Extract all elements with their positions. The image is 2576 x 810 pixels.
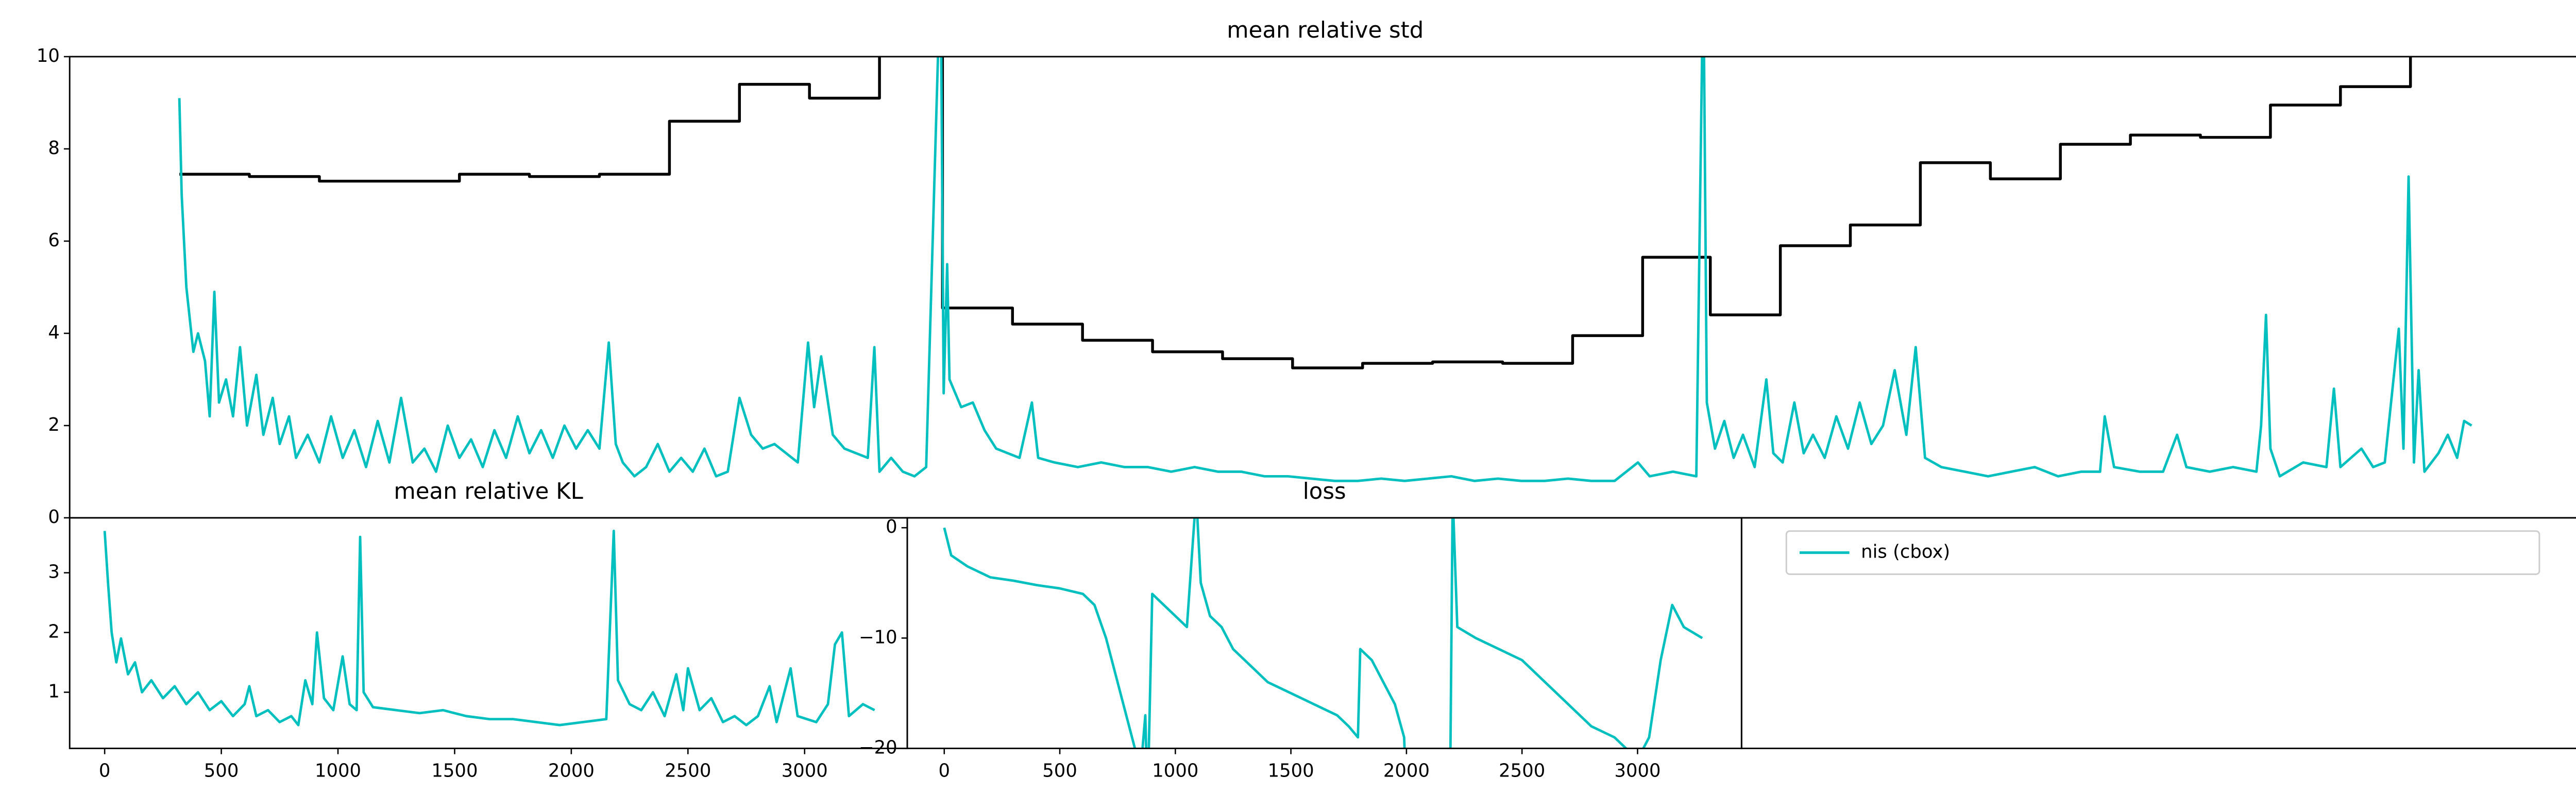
y-tick-label: −10 [859, 627, 897, 648]
y-tick-label: 2 [48, 414, 60, 435]
x-tick-label: 0 [939, 760, 951, 781]
y-tick-label: 3 [48, 562, 60, 583]
series-line [103, 530, 875, 727]
plot-area [178, 56, 2472, 482]
chart-title: mean relative KL [394, 479, 583, 504]
series-line [943, 517, 1703, 749]
y-tick-label: 2 [48, 621, 60, 643]
y-tick-label: 0 [48, 507, 60, 528]
legend-box [1785, 530, 2540, 575]
x-tick-label: 1500 [431, 760, 478, 781]
y-tick-label: −20 [859, 737, 897, 758]
plot-area [943, 517, 1703, 749]
y-tick-label: 4 [48, 322, 60, 343]
y-tick-label: 6 [48, 230, 60, 251]
chart-title: mean relative std [1227, 18, 1423, 43]
x-tick-label: 1000 [1152, 760, 1198, 781]
y-tick-label: 10 [37, 45, 60, 66]
axes-frame [906, 517, 1742, 749]
series-line [179, 56, 2412, 369]
y-tick-label: 0 [886, 516, 897, 537]
x-tick-label: 2000 [548, 760, 595, 781]
x-tick-label: 500 [204, 760, 239, 781]
x-tick-label: 2500 [665, 760, 711, 781]
x-tick-label: 500 [1042, 760, 1077, 781]
x-tick-label: 3000 [782, 760, 828, 781]
y-tick-label: 8 [48, 138, 60, 159]
y-tick-label: 1 [48, 681, 60, 702]
x-tick-label: 1500 [1268, 760, 1314, 781]
x-tick-label: 1000 [315, 760, 361, 781]
chart-title: loss [1303, 479, 1346, 504]
plot-area [103, 530, 875, 727]
x-tick-label: 2500 [1499, 760, 1545, 781]
x-tick-label: 3000 [1614, 760, 1660, 781]
legend-label: nis (cbox) [1861, 542, 1950, 563]
x-tick-label: 0 [99, 760, 111, 781]
x-tick-label: 2000 [1383, 760, 1430, 781]
series-line [178, 56, 2472, 482]
